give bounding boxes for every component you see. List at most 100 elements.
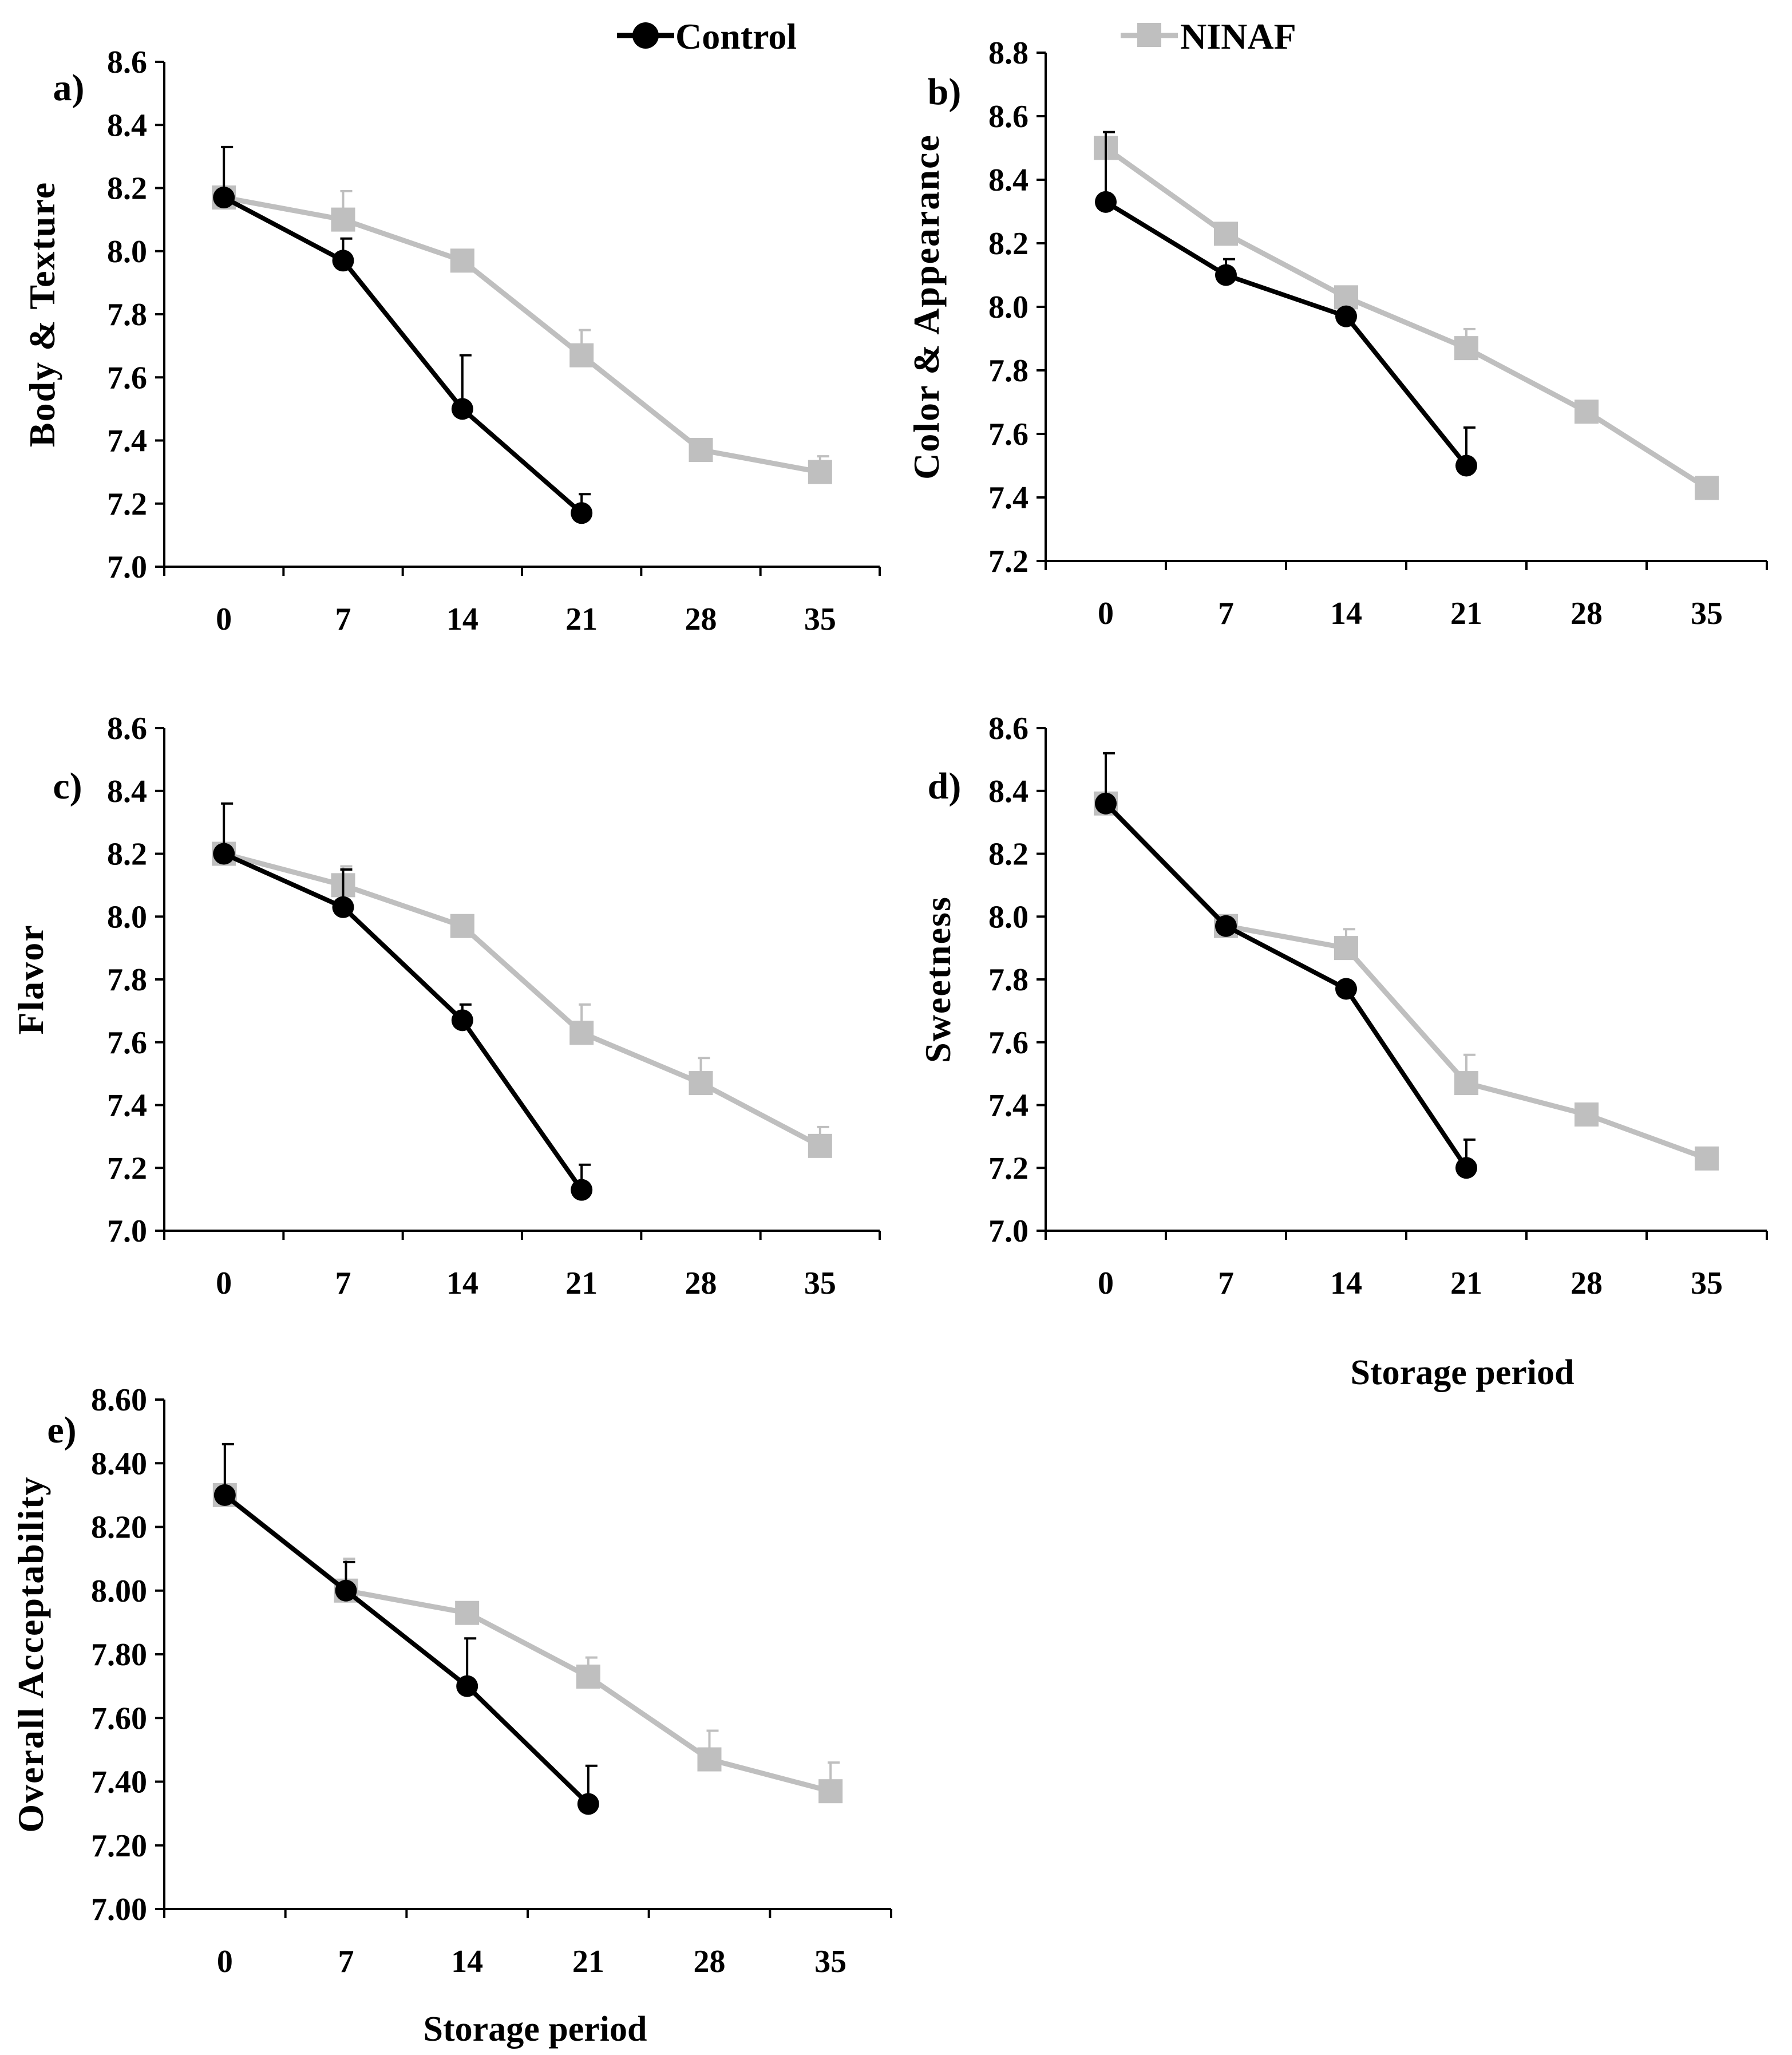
data-point	[808, 1133, 832, 1158]
y-axis-title: Sweetness	[917, 896, 958, 1063]
data-point	[1335, 305, 1357, 327]
legend-control-marker	[632, 22, 659, 49]
data-point	[689, 1071, 713, 1096]
series-control	[213, 1443, 599, 1815]
data-point	[332, 250, 354, 272]
y-tick-label: 7.6	[988, 1025, 1028, 1061]
data-point	[450, 914, 474, 938]
y-tick-label: 7.2	[107, 487, 147, 522]
y-tick-label: 7.2	[988, 1151, 1028, 1186]
panel-label: d)	[928, 765, 962, 807]
data-point	[213, 843, 235, 865]
data-point	[571, 1179, 593, 1201]
panel-c: 7.0 7.2 7.4 7.6 7.8 8.0 8.2 8.4 8.6 0 7 14 21 28 35 Fla…	[10, 711, 881, 1301]
data-point	[689, 438, 713, 463]
y-tick-label: 7.2	[107, 1151, 147, 1186]
x-tick-label: 14	[1330, 1266, 1362, 1301]
y-tick-label: 7.20	[91, 1828, 147, 1864]
y-tick-label: 7.80	[91, 1637, 147, 1673]
x-tick-label: 21	[1450, 596, 1482, 631]
series-line	[1104, 200, 1469, 468]
data-point	[1454, 1071, 1478, 1096]
y-tick-label: 8.60	[91, 1382, 147, 1418]
y-tick-label: 7.2	[988, 544, 1028, 579]
x-tick-label: 28	[1571, 596, 1603, 631]
panel-d: 7.0 7.2 7.4 7.6 7.8 8.0 8.2 8.4 8.6 0 7 14 21 28 35 Swe…	[917, 711, 1768, 1392]
y-tick-label: 7.0	[988, 1214, 1028, 1249]
y-tick-label: 7.6	[107, 1025, 147, 1061]
y-axis-title: Flavor	[10, 924, 51, 1034]
y-tick-label: 8.0	[988, 899, 1028, 935]
y-tick-label: 8.2	[107, 837, 147, 872]
x-tick-label: 28	[694, 1944, 726, 1979]
y-tick-label: 7.0	[107, 1214, 147, 1249]
series-control	[213, 802, 593, 1201]
y-tick-label: 7.4	[107, 424, 147, 459]
series-ninaf	[212, 145, 832, 484]
y-tick-label: 7.8	[107, 962, 147, 998]
data-point	[213, 1484, 236, 1506]
legend-control-label: Control	[675, 16, 797, 57]
series-ninaf	[1094, 752, 1719, 1171]
data-point	[331, 207, 355, 232]
x-tick-label: 7	[1218, 1266, 1234, 1301]
data-point	[1334, 936, 1358, 961]
data-point	[451, 398, 473, 420]
x-tick-label: 14	[446, 602, 478, 637]
x-tick-label: 21	[1450, 1266, 1482, 1301]
y-tick-label: 7.40	[91, 1765, 147, 1800]
data-point	[455, 1600, 480, 1625]
panel-label: c)	[53, 765, 82, 807]
y-tick-label: 8.6	[988, 711, 1028, 746]
x-tick-label: 14	[451, 1944, 483, 1979]
panel-b: 7.2 7.4 7.6 7.8 8.0 8.2 8.4 8.6 8.8 0 7 14 21 28 35 Col…	[906, 35, 1768, 631]
data-point	[569, 343, 594, 367]
data-point	[569, 1021, 594, 1045]
legend-ninaf-marker	[1137, 23, 1161, 47]
panel-label: a)	[53, 67, 85, 109]
y-tick-label: 7.4	[988, 480, 1028, 516]
x-tick-label: 35	[1691, 1266, 1723, 1301]
x-tick-label: 7	[335, 602, 351, 637]
y-tick-label: 8.2	[107, 171, 147, 207]
y-tick-label: 8.4	[107, 774, 147, 809]
panel-label: e)	[47, 1409, 76, 1451]
legend-ninaf-label: NINAF	[1180, 16, 1296, 57]
panel-label: b)	[928, 71, 962, 113]
data-point	[332, 896, 354, 918]
y-tick-label: 7.8	[988, 962, 1028, 998]
data-point	[1695, 476, 1719, 500]
y-tick-label: 8.00	[91, 1574, 147, 1609]
y-tick-label: 7.00	[91, 1892, 147, 1927]
y-tick-label: 8.40	[91, 1446, 147, 1481]
y-tick-label: 8.0	[988, 290, 1028, 325]
x-tick-label: 0	[216, 602, 232, 637]
y-tick-label: 7.6	[107, 360, 147, 396]
y-tick-label: 8.20	[91, 1510, 147, 1546]
series-line	[223, 851, 584, 1191]
x-tick-label: 28	[1571, 1266, 1603, 1301]
x-tick-label: 21	[565, 1266, 598, 1301]
y-tick-label: 8.0	[107, 899, 147, 935]
y-tick-label: 8.4	[988, 163, 1028, 198]
y-axis-title: Color & Appearance	[906, 134, 947, 480]
y-tick-label: 7.8	[107, 297, 147, 333]
data-point	[571, 502, 593, 524]
y-tick-label: 7.4	[107, 1088, 147, 1124]
y-tick-label: 7.6	[988, 417, 1028, 452]
data-point	[1095, 191, 1117, 213]
y-tick-label: 8.8	[988, 35, 1028, 71]
series-line	[1104, 801, 1469, 1169]
data-point	[577, 1793, 599, 1815]
series-line	[1104, 145, 1708, 491]
x-tick-label: 14	[446, 1266, 478, 1301]
x-axis-title: Storage period	[424, 2010, 647, 2049]
series-ninaf	[1094, 131, 1719, 500]
series-line	[1103, 801, 1708, 1161]
y-tick-label: 8.0	[107, 234, 147, 270]
data-point	[456, 1675, 478, 1697]
data-point	[1695, 1146, 1719, 1171]
x-tick-label: 0	[1098, 1266, 1114, 1301]
x-tick-label: 21	[565, 602, 598, 637]
